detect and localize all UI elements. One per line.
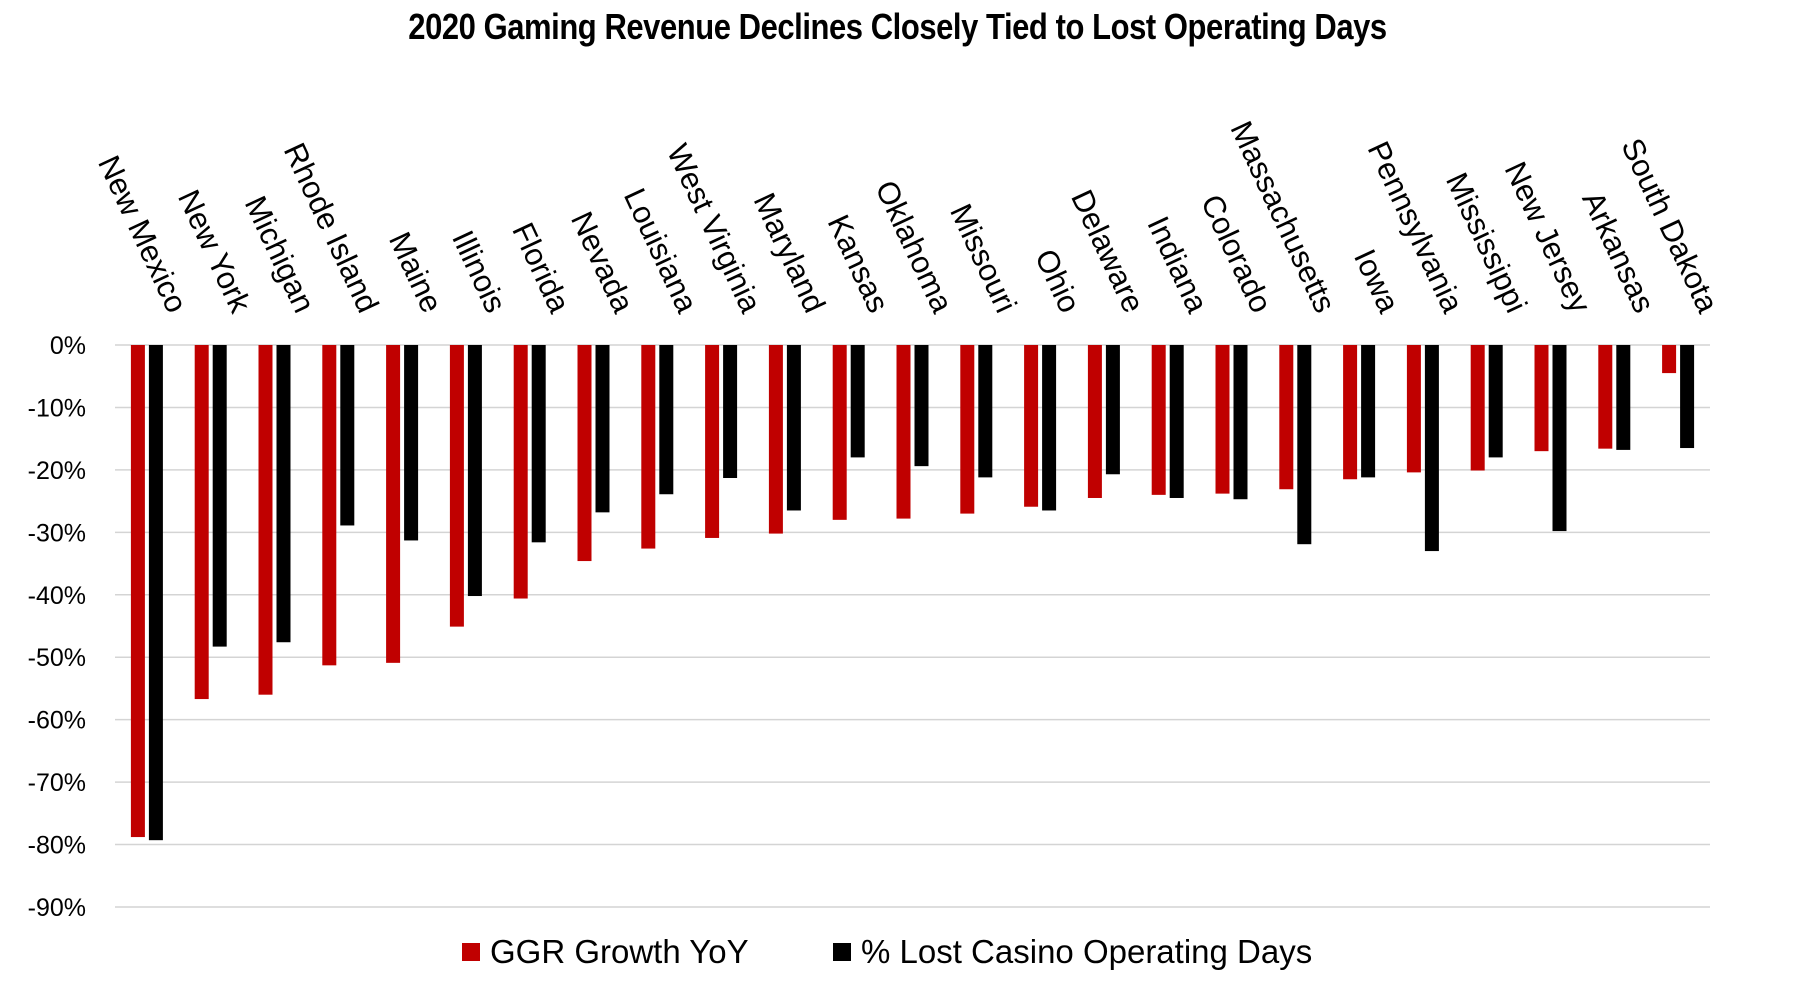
- category-label-maine: Maine: [382, 227, 449, 318]
- bar-ggr-growth-yoy-indiana: [1151, 345, 1166, 495]
- bar-ggr-growth-yoy-new-york: [194, 345, 209, 700]
- bar-lost-casino-operating-days-maryland: [786, 345, 801, 511]
- bar-ggr-growth-yoy-missouri: [960, 345, 975, 514]
- y-tick-label: -10%: [28, 394, 86, 422]
- bar-lost-casino-operating-days-nevada: [595, 345, 610, 513]
- bar-ggr-growth-yoy-new-jersey: [1534, 345, 1549, 452]
- bar-ggr-growth-yoy-illinois: [449, 345, 464, 627]
- bar-lost-casino-operating-days-south-dakota: [1680, 345, 1695, 449]
- bar-ggr-growth-yoy-florida: [513, 345, 528, 599]
- bars: [130, 345, 1695, 841]
- bar-lost-casino-operating-days-new-mexico: [148, 345, 163, 841]
- bar-ggr-growth-yoy-colorado: [1215, 345, 1230, 494]
- legend-label-ggr-growth-yoy: GGR Growth YoY: [490, 933, 749, 970]
- y-tick-label: 0%: [50, 332, 86, 360]
- gridlines: [115, 344, 1710, 908]
- legend: GGR Growth YoY % Lost Casino Operating Da…: [462, 933, 1312, 970]
- bar-lost-casino-operating-days-missouri: [978, 345, 993, 478]
- bar-ggr-growth-yoy-louisiana: [641, 345, 656, 549]
- bar-lost-casino-operating-days-michigan: [276, 345, 291, 643]
- y-tick-label: -50%: [28, 644, 86, 672]
- bar-ggr-growth-yoy-massachusetts: [1279, 345, 1294, 490]
- bar-lost-casino-operating-days-iowa: [1361, 345, 1376, 478]
- bar-lost-casino-operating-days-pennsylvania: [1424, 345, 1439, 552]
- bar-ggr-growth-yoy-pennsylvania: [1406, 345, 1421, 473]
- bar-ggr-growth-yoy-michigan: [258, 345, 273, 695]
- y-tick-label: -40%: [28, 582, 86, 610]
- y-tick-label: -80%: [28, 832, 86, 860]
- bar-ggr-growth-yoy-ohio: [1024, 345, 1039, 507]
- chart-title: 2020 Gaming Revenue Declines Closely Tie…: [408, 6, 1387, 47]
- legend-swatch-ggr-growth-yoy: [462, 943, 480, 961]
- y-tick-label: -20%: [28, 457, 86, 485]
- bar-lost-casino-operating-days-new-york: [212, 345, 227, 647]
- bar-lost-casino-operating-days-illinois: [467, 345, 482, 597]
- bar-ggr-growth-yoy-new-mexico: [130, 345, 145, 838]
- category-label-ohio: Ohio: [1028, 244, 1087, 318]
- bar-lost-casino-operating-days-colorado: [1233, 345, 1248, 500]
- bar-lost-casino-operating-days-arkansas: [1616, 345, 1631, 450]
- bar-lost-casino-operating-days-kansas: [850, 345, 865, 458]
- legend-label-lost-casino-operating-days: % Lost Casino Operating Days: [861, 933, 1312, 970]
- bar-ggr-growth-yoy-mississippi: [1470, 345, 1485, 471]
- bar-lost-casino-operating-days-louisiana: [659, 345, 674, 495]
- bar-lost-casino-operating-days-new-jersey: [1552, 345, 1567, 532]
- y-tick-label: -30%: [28, 519, 86, 547]
- bar-ggr-growth-yoy-arkansas: [1598, 345, 1613, 449]
- y-tick-label: -60%: [28, 707, 86, 735]
- bar-ggr-growth-yoy-west-virginia: [705, 345, 720, 538]
- bar-lost-casino-operating-days-oklahoma: [914, 345, 929, 467]
- bar-lost-casino-operating-days-indiana: [1169, 345, 1184, 498]
- bar-ggr-growth-yoy-nevada: [577, 345, 592, 562]
- bar-lost-casino-operating-days-florida: [531, 345, 546, 543]
- bar-ggr-growth-yoy-south-dakota: [1662, 345, 1677, 374]
- y-tick-label: -90%: [28, 894, 86, 922]
- bar-ggr-growth-yoy-maryland: [768, 345, 783, 534]
- bar-ggr-growth-yoy-kansas: [832, 345, 847, 520]
- bar-lost-casino-operating-days-maine: [404, 345, 419, 541]
- bar-lost-casino-operating-days-west-virginia: [723, 345, 738, 479]
- y-tick-label: -70%: [28, 769, 86, 797]
- bar-lost-casino-operating-days-ohio: [1042, 345, 1057, 511]
- bar-ggr-growth-yoy-oklahoma: [896, 345, 911, 519]
- bar-ggr-growth-yoy-iowa: [1343, 345, 1358, 480]
- bar-ggr-growth-yoy-delaware: [1087, 345, 1102, 498]
- legend-swatch-lost-casino-operating-days: [833, 943, 851, 961]
- category-label-illinois: Illinois: [445, 225, 513, 318]
- bar-lost-casino-operating-days-delaware: [1105, 345, 1120, 475]
- category-label-iowa: Iowa: [1347, 244, 1407, 319]
- category-label-new-mexico: New Mexico: [91, 150, 194, 318]
- category-label-florida: Florida: [505, 217, 577, 318]
- bar-lost-casino-operating-days-rhode-island: [340, 345, 355, 526]
- bar-lost-casino-operating-days-massachusetts: [1297, 345, 1312, 545]
- y-axis-tick-labels: 0% -10% -20% -30% -40% -50% -60% -70% -80% -90%: [28, 332, 86, 922]
- bar-ggr-growth-yoy-maine: [386, 345, 401, 663]
- bar-ggr-growth-yoy-rhode-island: [322, 345, 337, 666]
- bar-lost-casino-operating-days-mississippi: [1488, 345, 1503, 458]
